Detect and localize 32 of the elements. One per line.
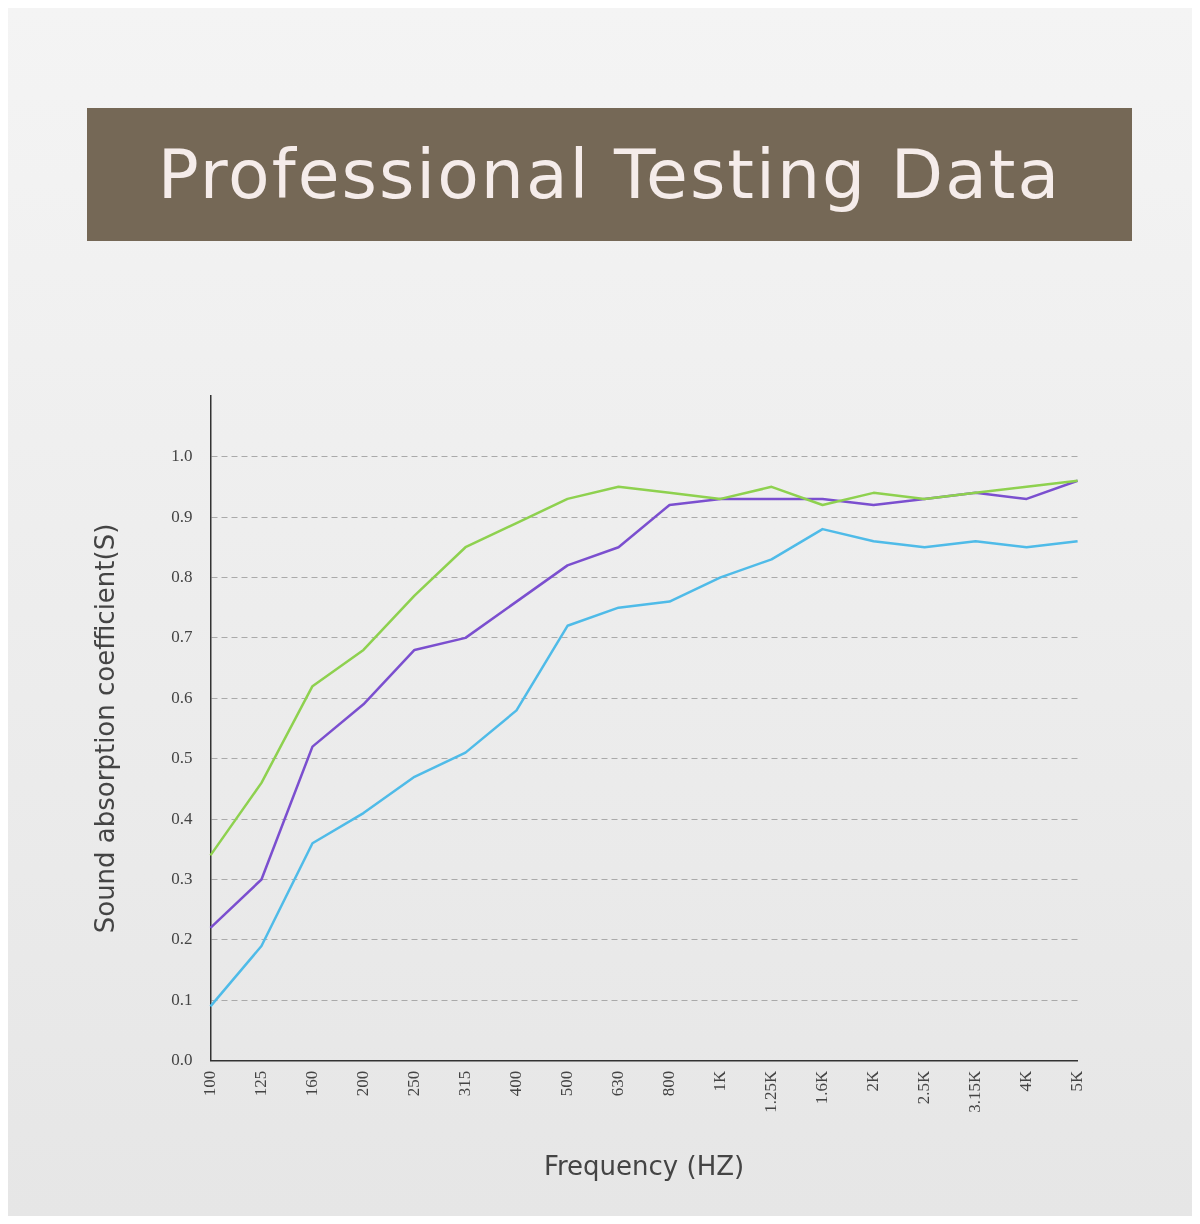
y-tick-label: 0.5 bbox=[171, 748, 193, 768]
y-tick-label: 0.9 bbox=[171, 506, 193, 526]
x-tick-label: 3.15K bbox=[965, 1070, 985, 1113]
x-tick-label: 4K bbox=[1016, 1070, 1036, 1092]
y-tick-label: 0.1 bbox=[171, 989, 193, 1009]
x-tick-label: 630 bbox=[607, 1070, 627, 1097]
x-tick-label: 2.5K bbox=[914, 1070, 934, 1105]
x-tick-label: 500 bbox=[556, 1070, 576, 1097]
x-tick-label: 2K bbox=[863, 1070, 883, 1092]
x-tick-label: 125 bbox=[250, 1070, 270, 1097]
x-tick-label: 400 bbox=[505, 1070, 525, 1097]
y-axis-title: Sound absorption coefficient(S) bbox=[90, 523, 121, 934]
y-tick-label: 1.0 bbox=[171, 446, 193, 466]
y-tick-label: 0.6 bbox=[171, 687, 193, 707]
y-tick-label: 0.2 bbox=[171, 929, 193, 949]
y-tick-label: 0.0 bbox=[171, 1050, 193, 1070]
chart-title: Professional Testing Data bbox=[157, 135, 1062, 214]
x-tick-label: 315 bbox=[454, 1070, 474, 1097]
x-tick-label: 800 bbox=[659, 1070, 678, 1097]
y-tick-label: 0.8 bbox=[171, 566, 193, 586]
x-tick-label: 1.6K bbox=[812, 1070, 832, 1105]
x-axis-title: Frequency (HZ) bbox=[543, 1151, 745, 1182]
x-tick-label: 250 bbox=[403, 1070, 423, 1097]
x-tick-label: 1K bbox=[710, 1070, 730, 1092]
x-tick-label: 200 bbox=[352, 1070, 372, 1097]
x-tick-label: 160 bbox=[301, 1070, 321, 1097]
x-tick-label: 1.25K bbox=[761, 1070, 781, 1113]
y-tick-label: 0.7 bbox=[171, 627, 193, 647]
x-tick-label: 100 bbox=[199, 1070, 219, 1097]
y-tick-label: 0.3 bbox=[171, 868, 193, 888]
x-tick-label: 5K bbox=[1067, 1070, 1087, 1092]
y-tick-label: 0.4 bbox=[171, 808, 193, 828]
